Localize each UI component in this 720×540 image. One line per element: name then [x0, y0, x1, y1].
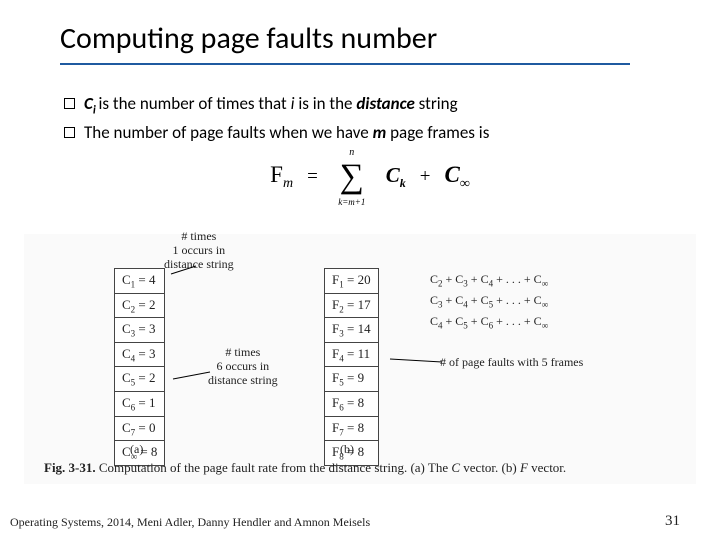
sum-expression: C3 + C4 + C5 + . . . + C∞ — [430, 293, 548, 309]
formula-ck: Ck — [386, 163, 406, 191]
sum-expression: C2 + C3 + C4 + . . . + C∞ — [430, 272, 548, 288]
formula-cinf: C∞ — [445, 162, 470, 193]
sigma-icon: n ∑ k=m+1 — [332, 150, 372, 204]
formula-eq: = — [307, 166, 318, 188]
annotation: # times1 occurs indistance string — [164, 230, 234, 271]
ci-symbol: C — [84, 93, 93, 114]
bullet-item: Ci is the number of times that i is in t… — [64, 91, 680, 120]
figure-table: F1 = 20F2 = 17F3 = 14F4 = 11F5 = 9F6 = 8… — [324, 268, 379, 466]
page-number: 31 — [665, 513, 680, 530]
figure-caption: Fig. 3-31. Computation of the page fault… — [44, 460, 676, 476]
bullet-list: Ci is the number of times that i is in t… — [64, 91, 680, 146]
sum-expression: C4 + C5 + C6 + . . . + C∞ — [430, 314, 548, 330]
bullet-square-icon — [64, 98, 75, 109]
figure-area: C1 = 4C2 = 2C3 = 3C4 = 3C5 = 2C6 = 1C7 =… — [24, 234, 696, 484]
footer-text: Operating Systems, 2014, Meni Adler, Dan… — [10, 515, 370, 530]
figure-table: C1 = 4C2 = 2C3 = 3C4 = 3C5 = 2C6 = 1C7 =… — [114, 268, 165, 466]
formula-plus: + — [420, 166, 431, 188]
annotation: # times6 occurs indistance string — [208, 346, 278, 387]
annotation: # of page faults with 5 frames — [440, 356, 583, 370]
figure-label: (a) — [130, 442, 143, 457]
bullet-item: The number of page faults when we have m… — [64, 120, 680, 146]
formula-lhs: Fm — [270, 162, 293, 192]
figure-label: (b) — [340, 442, 354, 457]
slide-title: Computing page faults number — [60, 20, 630, 65]
bullet-square-icon — [64, 127, 75, 138]
formula: Fm = n ∑ k=m+1 Ck + C∞ — [60, 150, 680, 204]
